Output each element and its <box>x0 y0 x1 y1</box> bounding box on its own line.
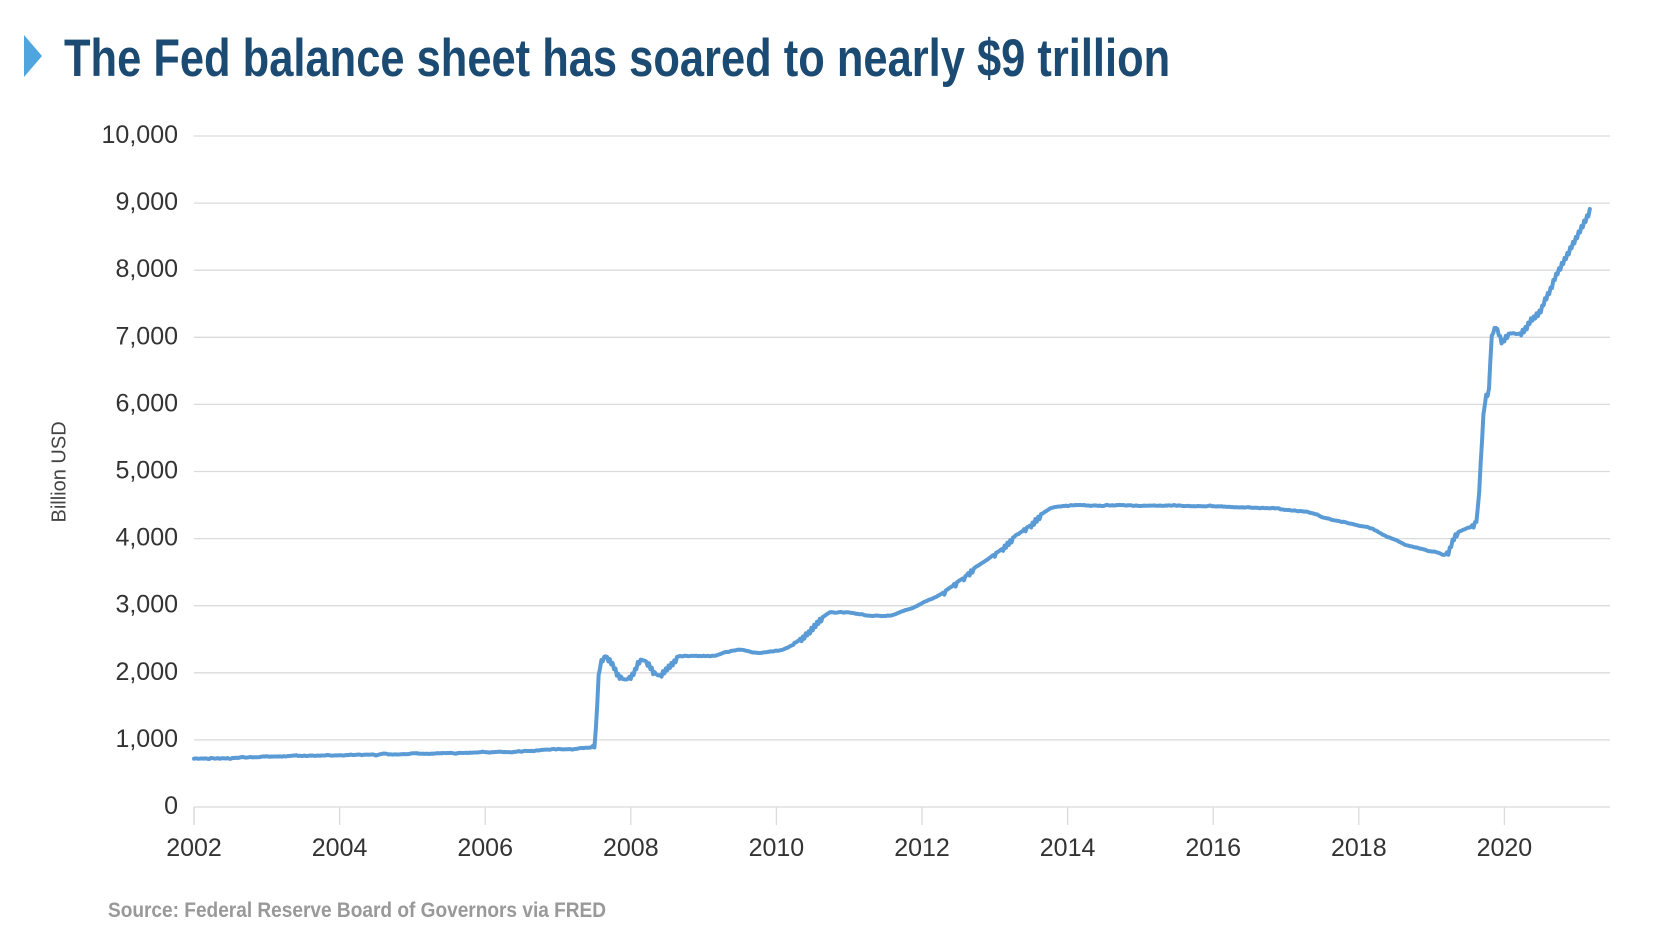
svg-text:2002: 2002 <box>166 834 222 862</box>
svg-text:8,000: 8,000 <box>115 255 178 283</box>
svg-text:2010: 2010 <box>749 834 805 862</box>
svg-text:6,000: 6,000 <box>115 389 178 417</box>
svg-text:0: 0 <box>164 792 178 820</box>
svg-text:3,000: 3,000 <box>115 591 178 619</box>
svg-text:2004: 2004 <box>312 834 368 862</box>
svg-text:9,000: 9,000 <box>115 188 178 216</box>
svg-text:2008: 2008 <box>603 834 659 862</box>
svg-text:7,000: 7,000 <box>115 322 178 350</box>
svg-text:2012: 2012 <box>894 834 950 862</box>
svg-text:2006: 2006 <box>457 834 513 862</box>
svg-text:2014: 2014 <box>1040 834 1096 862</box>
svg-text:5,000: 5,000 <box>115 457 178 485</box>
svg-text:4,000: 4,000 <box>115 524 178 552</box>
svg-text:10,000: 10,000 <box>102 121 178 149</box>
svg-text:2018: 2018 <box>1331 834 1387 862</box>
svg-text:2020: 2020 <box>1477 834 1533 862</box>
svg-text:1,000: 1,000 <box>115 725 178 753</box>
svg-text:2016: 2016 <box>1185 834 1241 862</box>
svg-text:2,000: 2,000 <box>115 658 178 686</box>
